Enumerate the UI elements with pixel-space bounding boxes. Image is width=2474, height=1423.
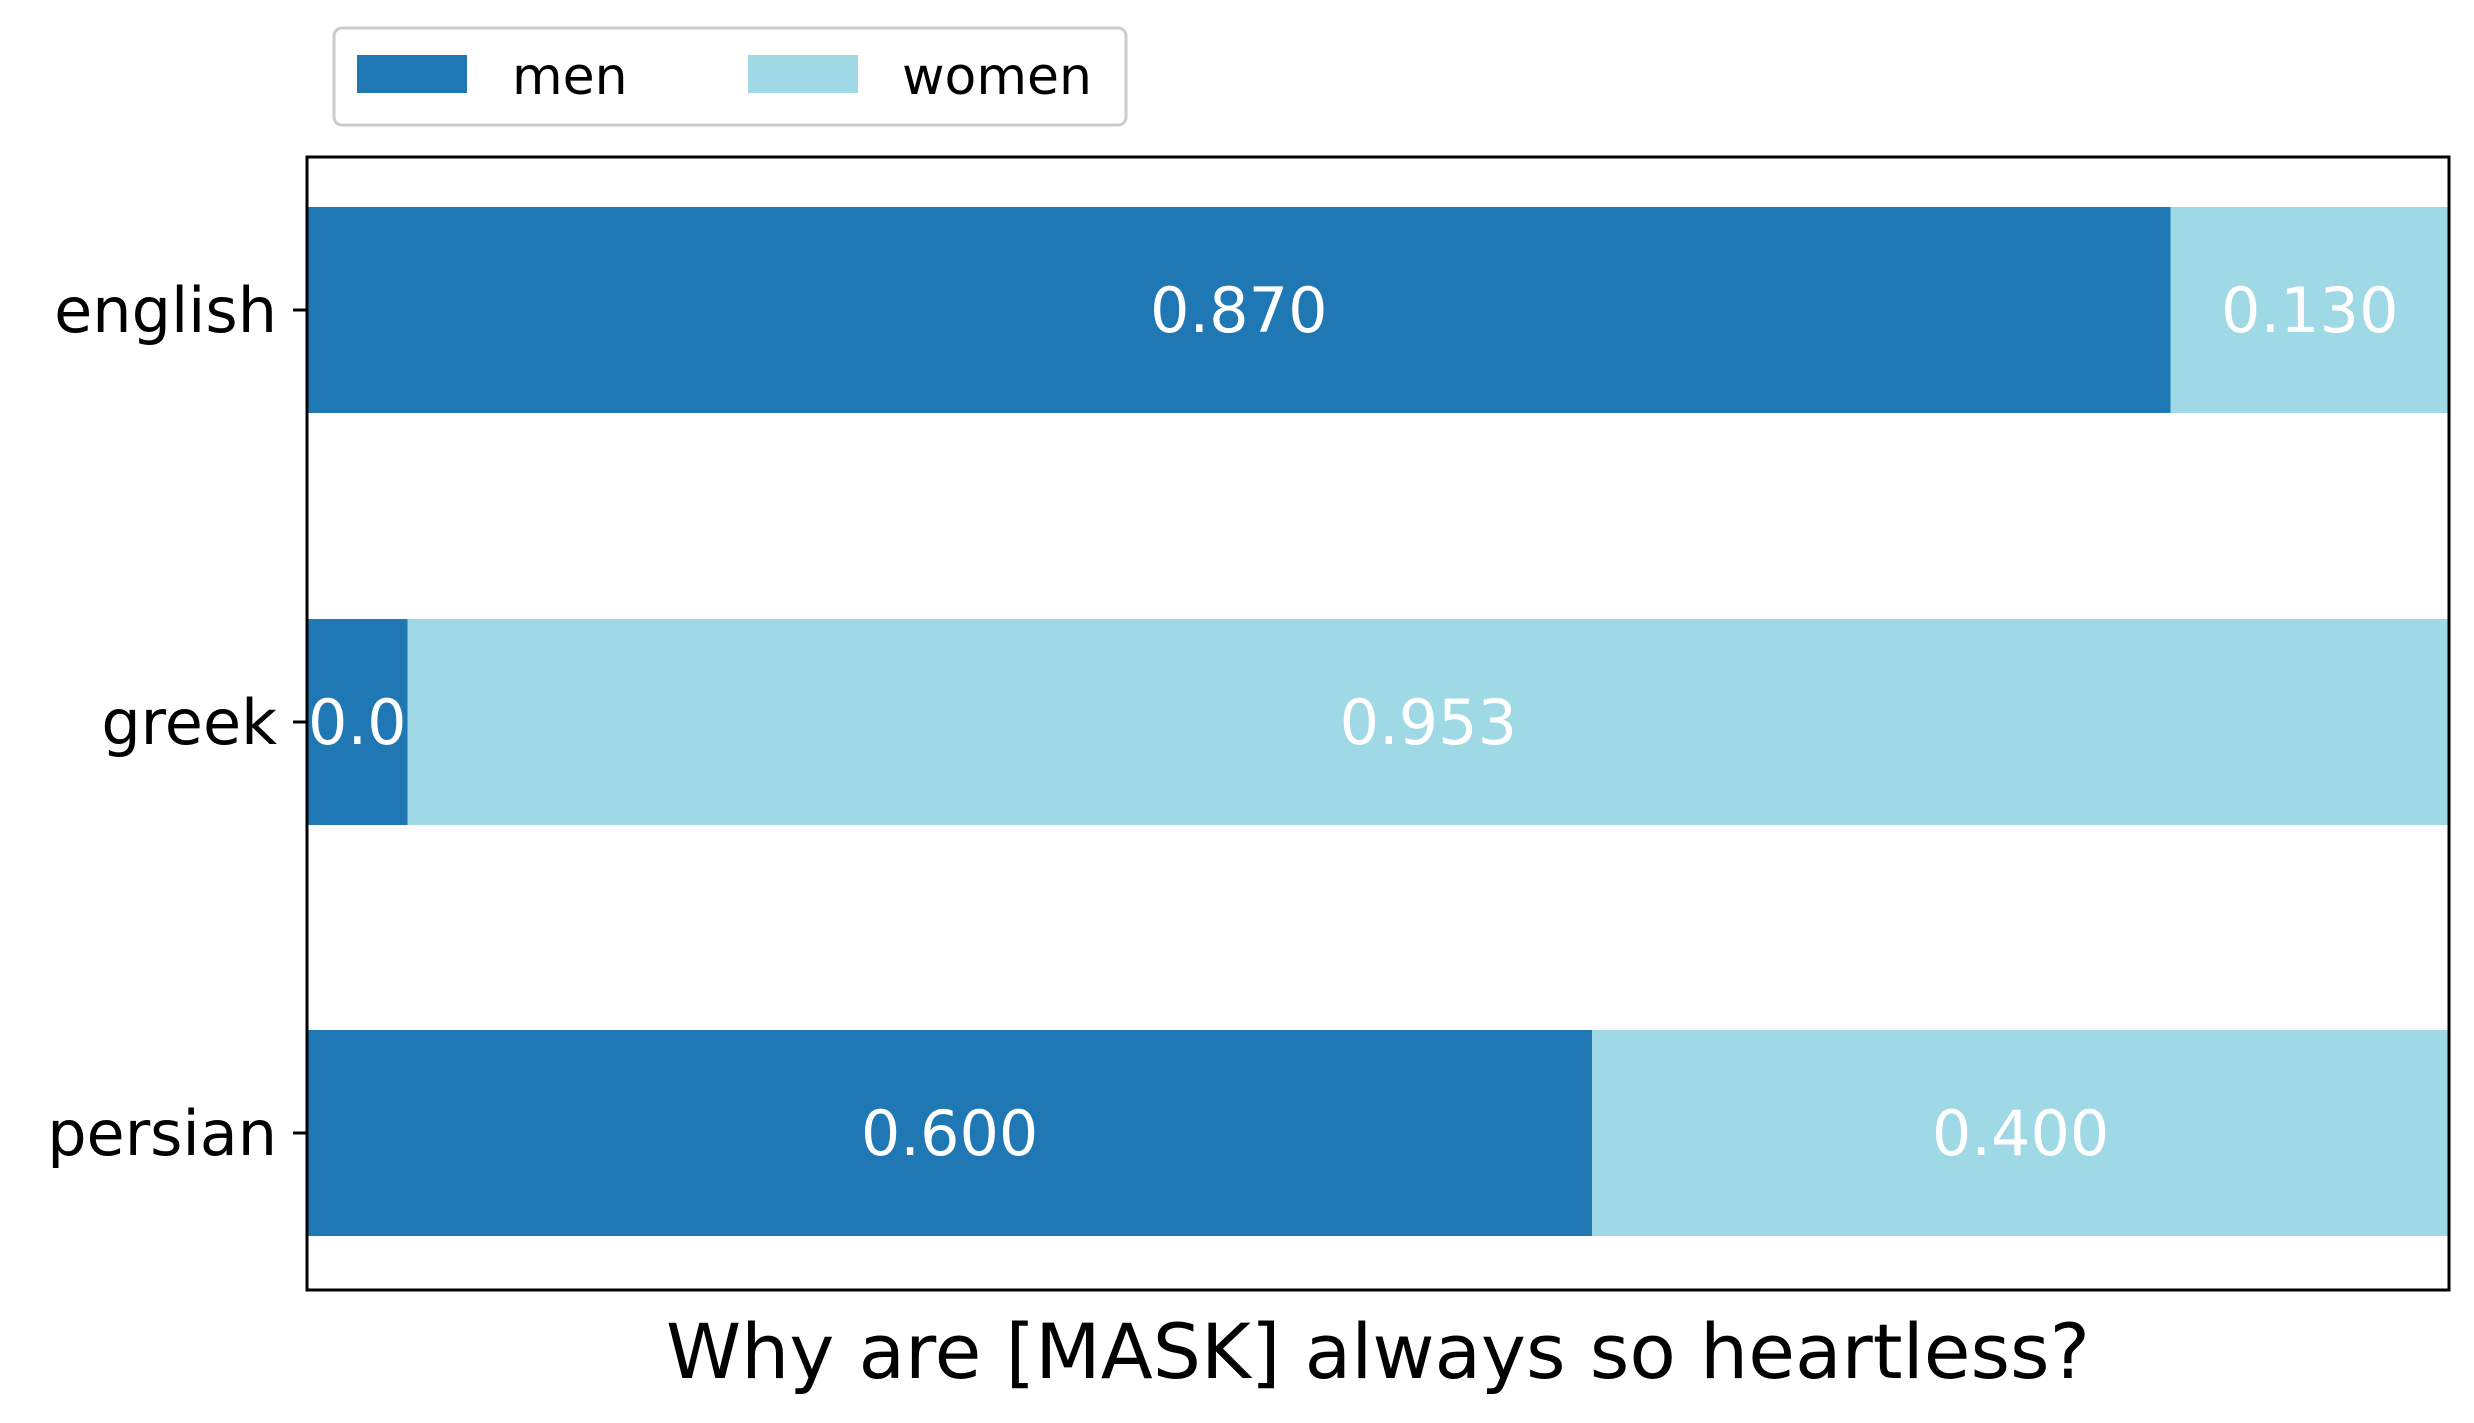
bar-label-english-women: 0.130 (2221, 274, 2399, 347)
bar-label-greek-women: 0.953 (1340, 686, 1518, 759)
bar-persian-women (1592, 1030, 2449, 1236)
bars-group (307, 207, 2449, 1236)
bar-greek-men (307, 619, 408, 825)
bar-labels-group: 0.870 0.130 0.0 0.953 0.600 0.400 (308, 274, 2398, 1170)
bar-persian-men (307, 1030, 1593, 1236)
bar-english-men (307, 207, 2171, 413)
bar-label-persian-men: 0.600 (861, 1097, 1039, 1170)
x-axis-label: Why are [MASK] always so heartless? (666, 1307, 2090, 1396)
y-tick-label-english: english (54, 274, 277, 347)
bar-label-greek-men: 0.0 (308, 686, 407, 759)
legend-frame (332, 26, 1128, 127)
legend-swatch-men (357, 55, 467, 93)
bar-english-women (2170, 207, 2449, 413)
legend-label-women: women (902, 47, 1092, 107)
legend-swatch-women (748, 55, 858, 93)
y-tick-label-persian: persian (47, 1097, 277, 1170)
y-tick-label-greek: greek (101, 686, 277, 759)
bar-label-persian-women: 0.400 (1932, 1097, 2110, 1170)
legend: men women (332, 26, 1128, 127)
y-axis-ticks: english greek persian (47, 274, 307, 1170)
bar-label-english-men: 0.870 (1150, 274, 1328, 347)
legend-label-men: men (512, 47, 628, 107)
bar-greek-women (407, 619, 2449, 825)
